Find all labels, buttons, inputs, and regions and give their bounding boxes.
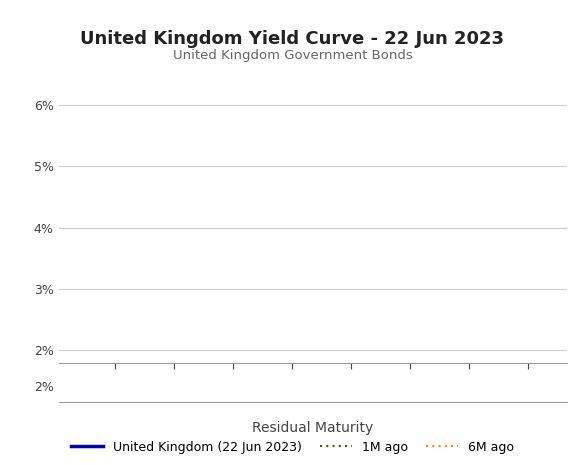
Text: Residual Maturity: Residual Maturity	[252, 421, 374, 435]
Text: United Kingdom Government Bonds: United Kingdom Government Bonds	[173, 49, 412, 62]
Legend: United Kingdom (22 Jun 2023), 1M ago, 6M ago: United Kingdom (22 Jun 2023), 1M ago, 6M…	[67, 436, 518, 459]
Text: United Kingdom Yield Curve - 22 Jun 2023: United Kingdom Yield Curve - 22 Jun 2023	[81, 30, 504, 48]
